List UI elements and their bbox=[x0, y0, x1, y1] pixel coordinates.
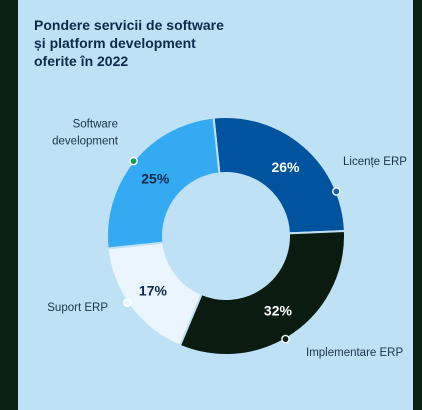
slice-category-label: Implementare ERP bbox=[306, 347, 403, 359]
slice-category-label: Suport ERP bbox=[47, 302, 108, 314]
chart-title: Pondere servicii de software și platform… bbox=[34, 16, 294, 70]
slice-category-label: Licențe ERP bbox=[343, 156, 407, 168]
chart-panel: Pondere servicii de software și platform… bbox=[18, 0, 413, 410]
slice-value-label: 25% bbox=[141, 171, 170, 187]
slice-value-label: 17% bbox=[139, 282, 168, 298]
slice-marker-dot bbox=[123, 298, 132, 307]
donut-slice bbox=[178, 229, 346, 356]
donut-slice bbox=[212, 116, 346, 235]
donut-slice bbox=[106, 116, 221, 250]
slice-category-label: Software development bbox=[52, 119, 119, 148]
chart-title-line: Pondere servicii de software bbox=[34, 17, 224, 33]
slice-value-label: 32% bbox=[264, 303, 293, 319]
chart-title-line: oferite în 2022 bbox=[34, 53, 129, 69]
slice-marker-dot bbox=[332, 187, 341, 196]
slice-marker-dot bbox=[281, 334, 290, 344]
donut-chart: 26% Licențe ERP 32% Implementare ERP 17% Supo… bbox=[47, 116, 407, 359]
slice-value-label: 26% bbox=[271, 159, 300, 175]
chart-title-line: și platform development bbox=[34, 35, 196, 51]
slice-marker-dot bbox=[129, 156, 138, 166]
